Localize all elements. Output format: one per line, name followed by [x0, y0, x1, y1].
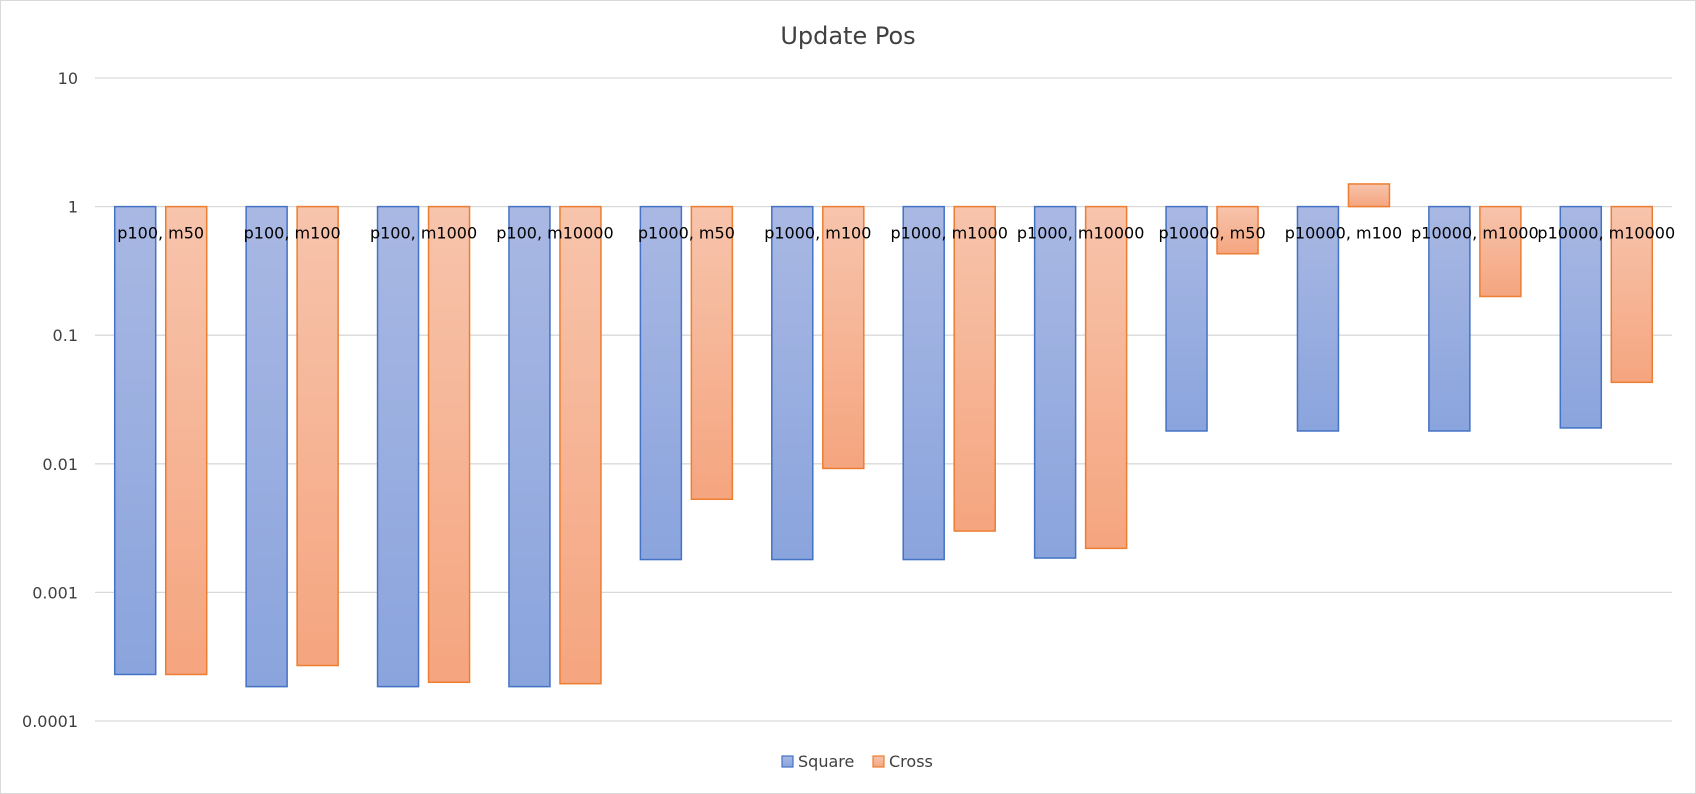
bar-cross [164, 205, 208, 676]
bar-cross [690, 205, 734, 501]
category-labels: p100, m50 p100, m100 p100, m1000 p100, m100… [117, 224, 1675, 243]
bar-cross [1216, 205, 1259, 255]
bar-square [1428, 205, 1471, 432]
category-label: p100, m100 [244, 224, 341, 243]
bar-square [639, 205, 683, 561]
bar-square [771, 205, 814, 561]
category-label: p100, m10000 [496, 224, 613, 243]
y-tick-label: 0.0001 [22, 712, 78, 731]
gridlines: 10 1 0.1 0.01 0.001 0.0001 [22, 69, 1672, 731]
category-label: p100, m1000 [370, 224, 477, 243]
bar-square [1033, 205, 1077, 559]
bar-cross [1084, 205, 1128, 550]
bar-cross [1479, 205, 1522, 298]
legend-label-square: Square [798, 752, 854, 771]
legend-swatch-cross [872, 755, 885, 768]
y-tick-label: 1 [68, 198, 78, 217]
bar-square [245, 205, 288, 688]
legend-swatch-square [781, 755, 794, 768]
category-label: p10000, m1000 [1411, 224, 1539, 243]
category-label: p1000, m50 [638, 224, 735, 243]
bar-cross [1610, 205, 1654, 384]
legend-label-cross: Cross [889, 752, 933, 771]
category-label: p10000, m50 [1158, 224, 1265, 243]
bar-cross [427, 205, 471, 684]
y-tick-label: 0.01 [42, 455, 78, 474]
bar-square [1296, 205, 1340, 432]
y-tick-label: 0.001 [32, 583, 78, 602]
y-tick-label: 0.1 [53, 326, 78, 345]
legend: Square Cross [781, 752, 933, 771]
category-label: p1000, m100 [764, 224, 871, 243]
category-label: p1000, m10000 [1017, 224, 1145, 243]
bar-square [376, 205, 420, 688]
category-label: p100, m50 [117, 224, 204, 243]
bar-cross [822, 205, 865, 470]
chart-title: Update Pos [780, 22, 915, 50]
category-label: p10000, m100 [1285, 224, 1402, 243]
bar-square [1165, 205, 1208, 432]
category-label: p10000, m10000 [1537, 224, 1675, 243]
bar-square [113, 205, 157, 676]
bars [113, 183, 1654, 688]
bar-cross [1347, 183, 1391, 208]
bar-cross [953, 205, 996, 532]
bar-cross [559, 205, 602, 685]
category-label: p1000, m1000 [891, 224, 1008, 243]
bar-cross [296, 205, 339, 667]
bar-square [508, 205, 551, 688]
bar-square [1559, 205, 1603, 429]
y-tick-label: 10 [58, 69, 78, 88]
bar-square [902, 205, 945, 561]
